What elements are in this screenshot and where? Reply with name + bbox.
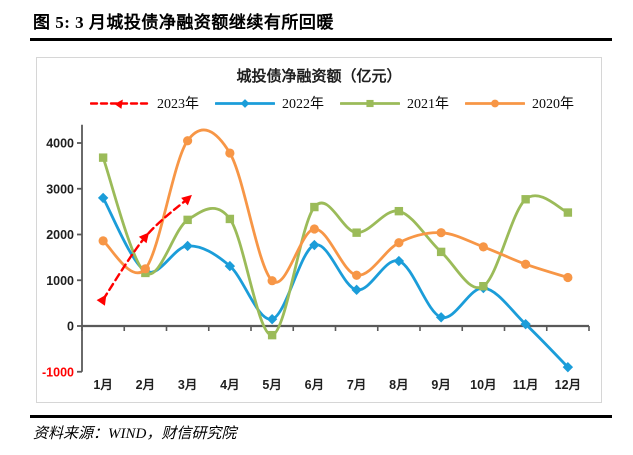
legend-label: 2020年 <box>532 97 574 112</box>
legend-label: 2021年 <box>407 97 449 112</box>
y-axis-label: 0 <box>67 320 74 334</box>
footer-divider <box>30 415 612 418</box>
series-2022 <box>97 192 574 373</box>
x-axis-label: 4月 <box>220 378 239 392</box>
y-axis: -1000 0 1000 2000 3000 4000 <box>42 124 83 379</box>
legend-swatch-diamond-icon <box>215 98 275 108</box>
x-axis-label: 12月 <box>555 378 581 392</box>
series-2021 <box>98 153 573 340</box>
x-axis-label: 11月 <box>513 378 539 392</box>
x-axis-label: 10月 <box>470 378 496 392</box>
x-axis-label: 7月 <box>347 378 366 392</box>
legend-label: 2023年 <box>157 97 199 112</box>
chart-title: 城投债净融资额（亿元） <box>236 68 402 85</box>
series-2023 <box>96 194 192 306</box>
title-divider <box>30 38 612 41</box>
x-axis-label: 3月 <box>178 378 197 392</box>
x-axis: 1月 2月 3月 4月 5月 6月 7月 8月 9月 10月 11月 12月 <box>81 324 590 392</box>
legend-swatch-square-icon <box>340 99 400 107</box>
x-axis-label: 1月 <box>93 378 112 392</box>
legend-swatch-circle-icon <box>465 99 525 107</box>
page-title: 图 5: 3 月城投债净融资额继续有所回暖 <box>33 13 334 32</box>
chart-plot: -1000 0 1000 2000 3000 4000 1月 2月 3月 4月 5月 6月 7月 8月 9月… <box>42 124 590 392</box>
source-note: 资料来源：WIND，财信研究院 <box>33 426 237 442</box>
y-axis-label: 4000 <box>46 137 74 151</box>
legend-swatch-triangle-icon <box>90 98 150 109</box>
legend-item-2023: 2023年 <box>90 93 199 113</box>
x-axis-label: 8月 <box>389 378 408 392</box>
y-axis-label: 3000 <box>46 182 74 196</box>
x-axis-label: 6月 <box>305 378 324 392</box>
y-axis-label: 1000 <box>46 274 74 288</box>
y-axis-label: -1000 <box>42 365 74 379</box>
chart-legend: 2023年 2022年 2021年 2020年 <box>37 94 601 112</box>
legend-item-2021: 2021年 <box>340 93 449 113</box>
x-axis-label: 5月 <box>262 378 281 392</box>
legend-label: 2022年 <box>282 97 324 112</box>
legend-item-2020: 2020年 <box>465 93 574 113</box>
chart-panel: 城投债净融资额（亿元） 2023年 2022年 2021年 2020年 -1000 0 1… <box>36 57 602 403</box>
series-2020 <box>98 128 573 286</box>
x-axis-label: 9月 <box>431 378 450 392</box>
legend-item-2022: 2022年 <box>215 93 324 113</box>
y-axis-label: 2000 <box>46 228 74 242</box>
x-axis-label: 2月 <box>136 378 155 392</box>
